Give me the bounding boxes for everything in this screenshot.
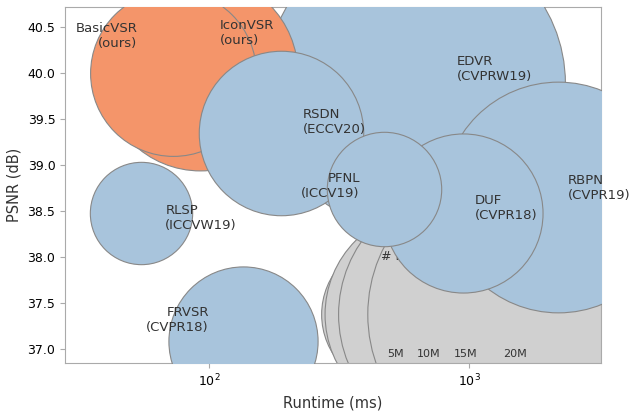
Text: DUF
(CVPR18): DUF (CVPR18) xyxy=(475,194,537,222)
Point xyxy=(168,70,179,77)
Text: RLSP
(ICCVW19): RLSP (ICCVW19) xyxy=(165,204,237,232)
Point xyxy=(136,210,147,216)
Point xyxy=(276,130,287,136)
Text: 5M: 5M xyxy=(387,349,404,359)
Point xyxy=(237,338,248,344)
Point xyxy=(424,311,434,318)
X-axis label: Runtime (ms): Runtime (ms) xyxy=(283,395,383,410)
Y-axis label: PSNR (dB): PSNR (dB) xyxy=(7,148,22,222)
Text: 10M: 10M xyxy=(417,349,440,359)
Text: # Params: # Params xyxy=(381,250,442,263)
Text: RBPN
(CVPR19): RBPN (CVPR19) xyxy=(568,174,630,202)
Point xyxy=(379,186,389,193)
Text: 15M: 15M xyxy=(454,349,477,359)
Text: PFNL
(ICCV19): PFNL (ICCV19) xyxy=(301,172,360,200)
Text: FRVSR
(CVPR18): FRVSR (CVPR18) xyxy=(147,306,209,334)
Point xyxy=(553,193,563,200)
Point xyxy=(461,311,471,318)
Text: EDVR
(CVPRW19): EDVR (CVPRW19) xyxy=(457,55,532,83)
Point xyxy=(410,80,420,87)
Text: IconVSR
(ours): IconVSR (ours) xyxy=(220,20,274,48)
Bar xyxy=(374,248,600,362)
Text: RSDN
(ECCV20): RSDN (ECCV20) xyxy=(303,108,366,136)
Point xyxy=(510,311,520,318)
Point xyxy=(195,70,205,77)
Point xyxy=(390,311,401,318)
Point xyxy=(458,210,468,216)
Text: 20M: 20M xyxy=(503,349,527,359)
Text: BasicVSR
(ours): BasicVSR (ours) xyxy=(76,22,137,50)
